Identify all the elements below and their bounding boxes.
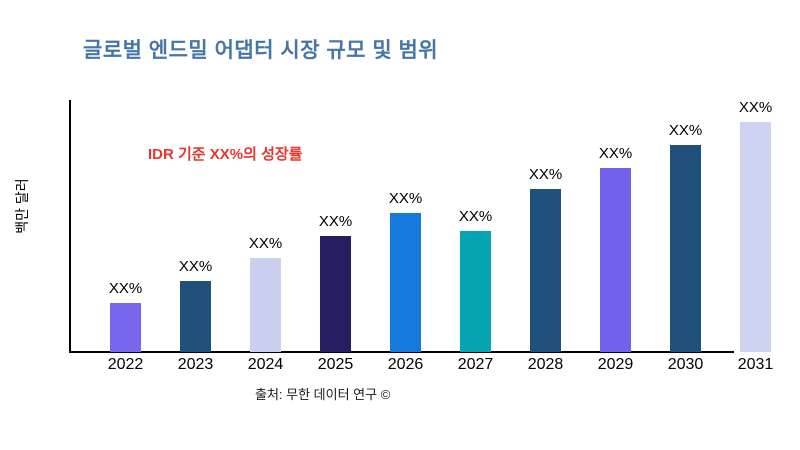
x-tick-label-2024: 2024	[247, 356, 284, 373]
bar-2027	[460, 231, 491, 352]
bar-2022	[110, 303, 141, 352]
source-note: 출처: 무한 데이터 연구 ©	[255, 387, 391, 402]
bar-2028	[530, 189, 561, 352]
y-axis-label: 백만 달러	[14, 178, 30, 234]
bar-value-label-2029: XX%	[598, 145, 633, 162]
y-axis-line	[69, 100, 71, 353]
growth-annotation: IDR 기준 XX%의 성장률	[148, 146, 303, 163]
x-tick-label-2028: 2028	[527, 356, 564, 373]
x-tick-label-2022: 2022	[107, 356, 144, 373]
x-tick-label-2029: 2029	[597, 356, 634, 373]
bar-value-label-2024: XX%	[248, 235, 283, 252]
bar-value-label-2030: XX%	[668, 122, 703, 139]
bar-2024	[250, 258, 281, 352]
x-axis-line	[69, 351, 734, 353]
bar-value-label-2026: XX%	[388, 190, 423, 207]
bar-2023	[180, 281, 211, 352]
bar-2031	[740, 122, 771, 352]
x-tick-label-2023: 2023	[177, 356, 214, 373]
x-tick-label-2025: 2025	[317, 356, 354, 373]
bar-value-label-2031: XX%	[738, 99, 773, 116]
x-tick-label-2027: 2027	[457, 356, 494, 373]
x-tick-label-2026: 2026	[387, 356, 424, 373]
bar-value-label-2023: XX%	[178, 258, 213, 275]
x-tick-label-2030: 2030	[667, 356, 704, 373]
bar-2025	[320, 236, 351, 352]
x-tick-label-2031: 2031	[737, 356, 774, 373]
bar-2026	[390, 213, 421, 352]
bar-value-label-2027: XX%	[458, 208, 493, 225]
bar-2029	[600, 168, 631, 352]
bar-value-label-2028: XX%	[528, 166, 563, 183]
bar-2030	[670, 145, 701, 352]
bar-value-label-2025: XX%	[318, 213, 353, 230]
bar-value-label-2022: XX%	[108, 280, 143, 297]
chart-title: 글로벌 엔드밀 어댑터 시장 규모 및 범위	[83, 39, 439, 62]
